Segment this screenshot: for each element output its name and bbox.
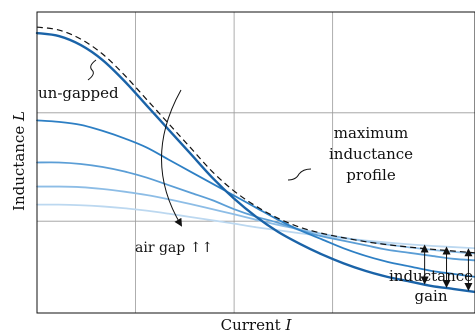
- y-axis-label-text: Inductance: [10, 126, 28, 211]
- x-axis-label: Current I: [221, 316, 293, 334]
- gain-markers: [420, 244, 473, 292]
- ungapped-label: un-gapped: [38, 84, 119, 102]
- y-axis-label-var: L: [10, 111, 28, 122]
- series-line-0: [35, 31, 475, 294]
- airgap-label: air gap ↑↑: [135, 240, 213, 256]
- ungapped-leader: [87, 59, 97, 81]
- profile-label-line3: profile: [346, 166, 396, 184]
- profile-label-line1: maximum: [334, 124, 409, 142]
- series-line-2: [36, 161, 475, 262]
- x-axis-label-text: Current: [221, 316, 281, 334]
- profile-label-line2: inductance: [329, 145, 413, 163]
- series-line-3: [36, 185, 475, 255]
- series-line-4: [36, 203, 475, 250]
- max-inductance-envelope: [36, 26, 475, 254]
- x-axis-label-var: I: [284, 316, 292, 334]
- y-axis-label: Inductance L: [10, 111, 28, 211]
- grid: [37, 12, 475, 313]
- airgap-arrow: [161, 89, 183, 227]
- series-group: [35, 31, 475, 294]
- gain-label-line2: gain: [414, 287, 447, 305]
- plot-frame: [36, 11, 475, 314]
- profile-leader: [287, 168, 312, 181]
- gain-label-line1: inductance: [389, 267, 473, 285]
- series-line-1: [36, 119, 475, 278]
